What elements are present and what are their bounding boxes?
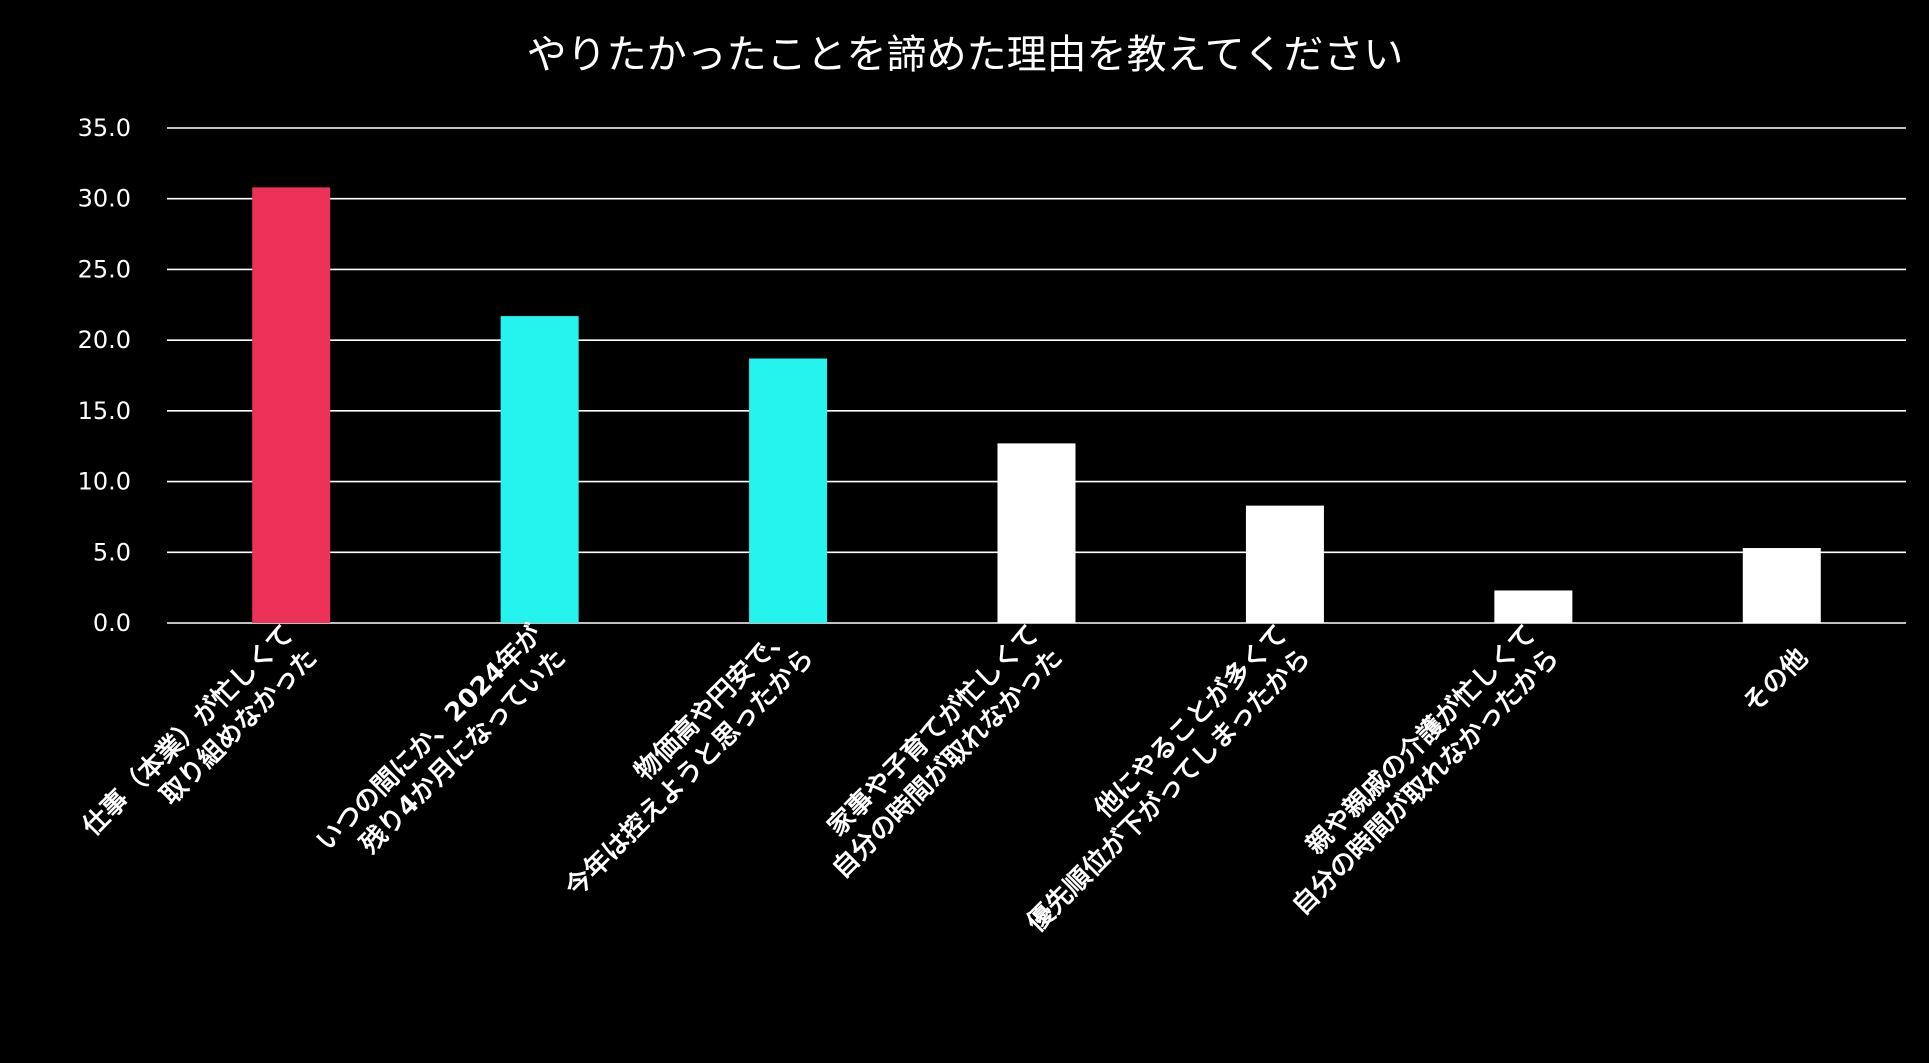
- x-tick-label-line: 他にやることが多くて: [1088, 619, 1294, 825]
- bar: [1742, 548, 1821, 623]
- y-tick-label: 10.0: [78, 468, 131, 496]
- bar: [1494, 590, 1573, 623]
- x-tick-label-line: 残り4か月になっていた: [355, 643, 572, 860]
- x-tick-label-line: その他: [1737, 643, 1813, 719]
- x-tick-label: その他: [1737, 643, 1813, 719]
- bar: [252, 187, 331, 623]
- y-tick-label: 15.0: [78, 397, 131, 425]
- x-tick-label-line: 優先順位が下がってしまったから: [1020, 642, 1317, 939]
- y-tick-label: 5.0: [93, 538, 131, 566]
- y-tick-label: 30.0: [78, 185, 131, 213]
- x-tick-label-line: 親や親戚の介護が忙しくて: [1300, 619, 1542, 861]
- chart-title: やりたかったことを諦めた理由を教えてください: [527, 32, 1404, 78]
- y-tick-label: 35.0: [78, 114, 131, 142]
- x-tick-label-line: 自分の時間が取れなかった: [826, 642, 1069, 885]
- y-tick-label: 0.0: [93, 609, 131, 637]
- x-tick-label-line: 今年は控えようと思ったから: [559, 642, 820, 903]
- y-axis-ticks: 0.0 5.0 10.0 15.0 20.0 25.0 30.0 35.0: [78, 114, 131, 637]
- bars: [252, 187, 1821, 623]
- x-tick-label-line: 仕事（本業）が忙しくて: [76, 619, 300, 843]
- y-tick-label: 25.0: [78, 255, 131, 283]
- bar: [500, 316, 579, 623]
- y-tick-label: 20.0: [78, 326, 131, 354]
- bar: [749, 358, 828, 623]
- bar: [1245, 505, 1324, 623]
- x-tick-label-line: 家事や子育てが忙しくて: [822, 619, 1046, 843]
- x-tick-label: 物価高や円安で、今年は控えようと思ったから: [559, 619, 820, 903]
- x-tick-label-line: 自分の時間が取れなかったから: [1286, 642, 1565, 921]
- bar: [997, 443, 1076, 623]
- x-axis-labels: 仕事（本業）が忙しくて取り組めなかったいつの間にか、2024年が残り4か月になっ…: [76, 619, 1814, 939]
- x-tick-label-line: いつの間にか、2024年が: [310, 619, 548, 857]
